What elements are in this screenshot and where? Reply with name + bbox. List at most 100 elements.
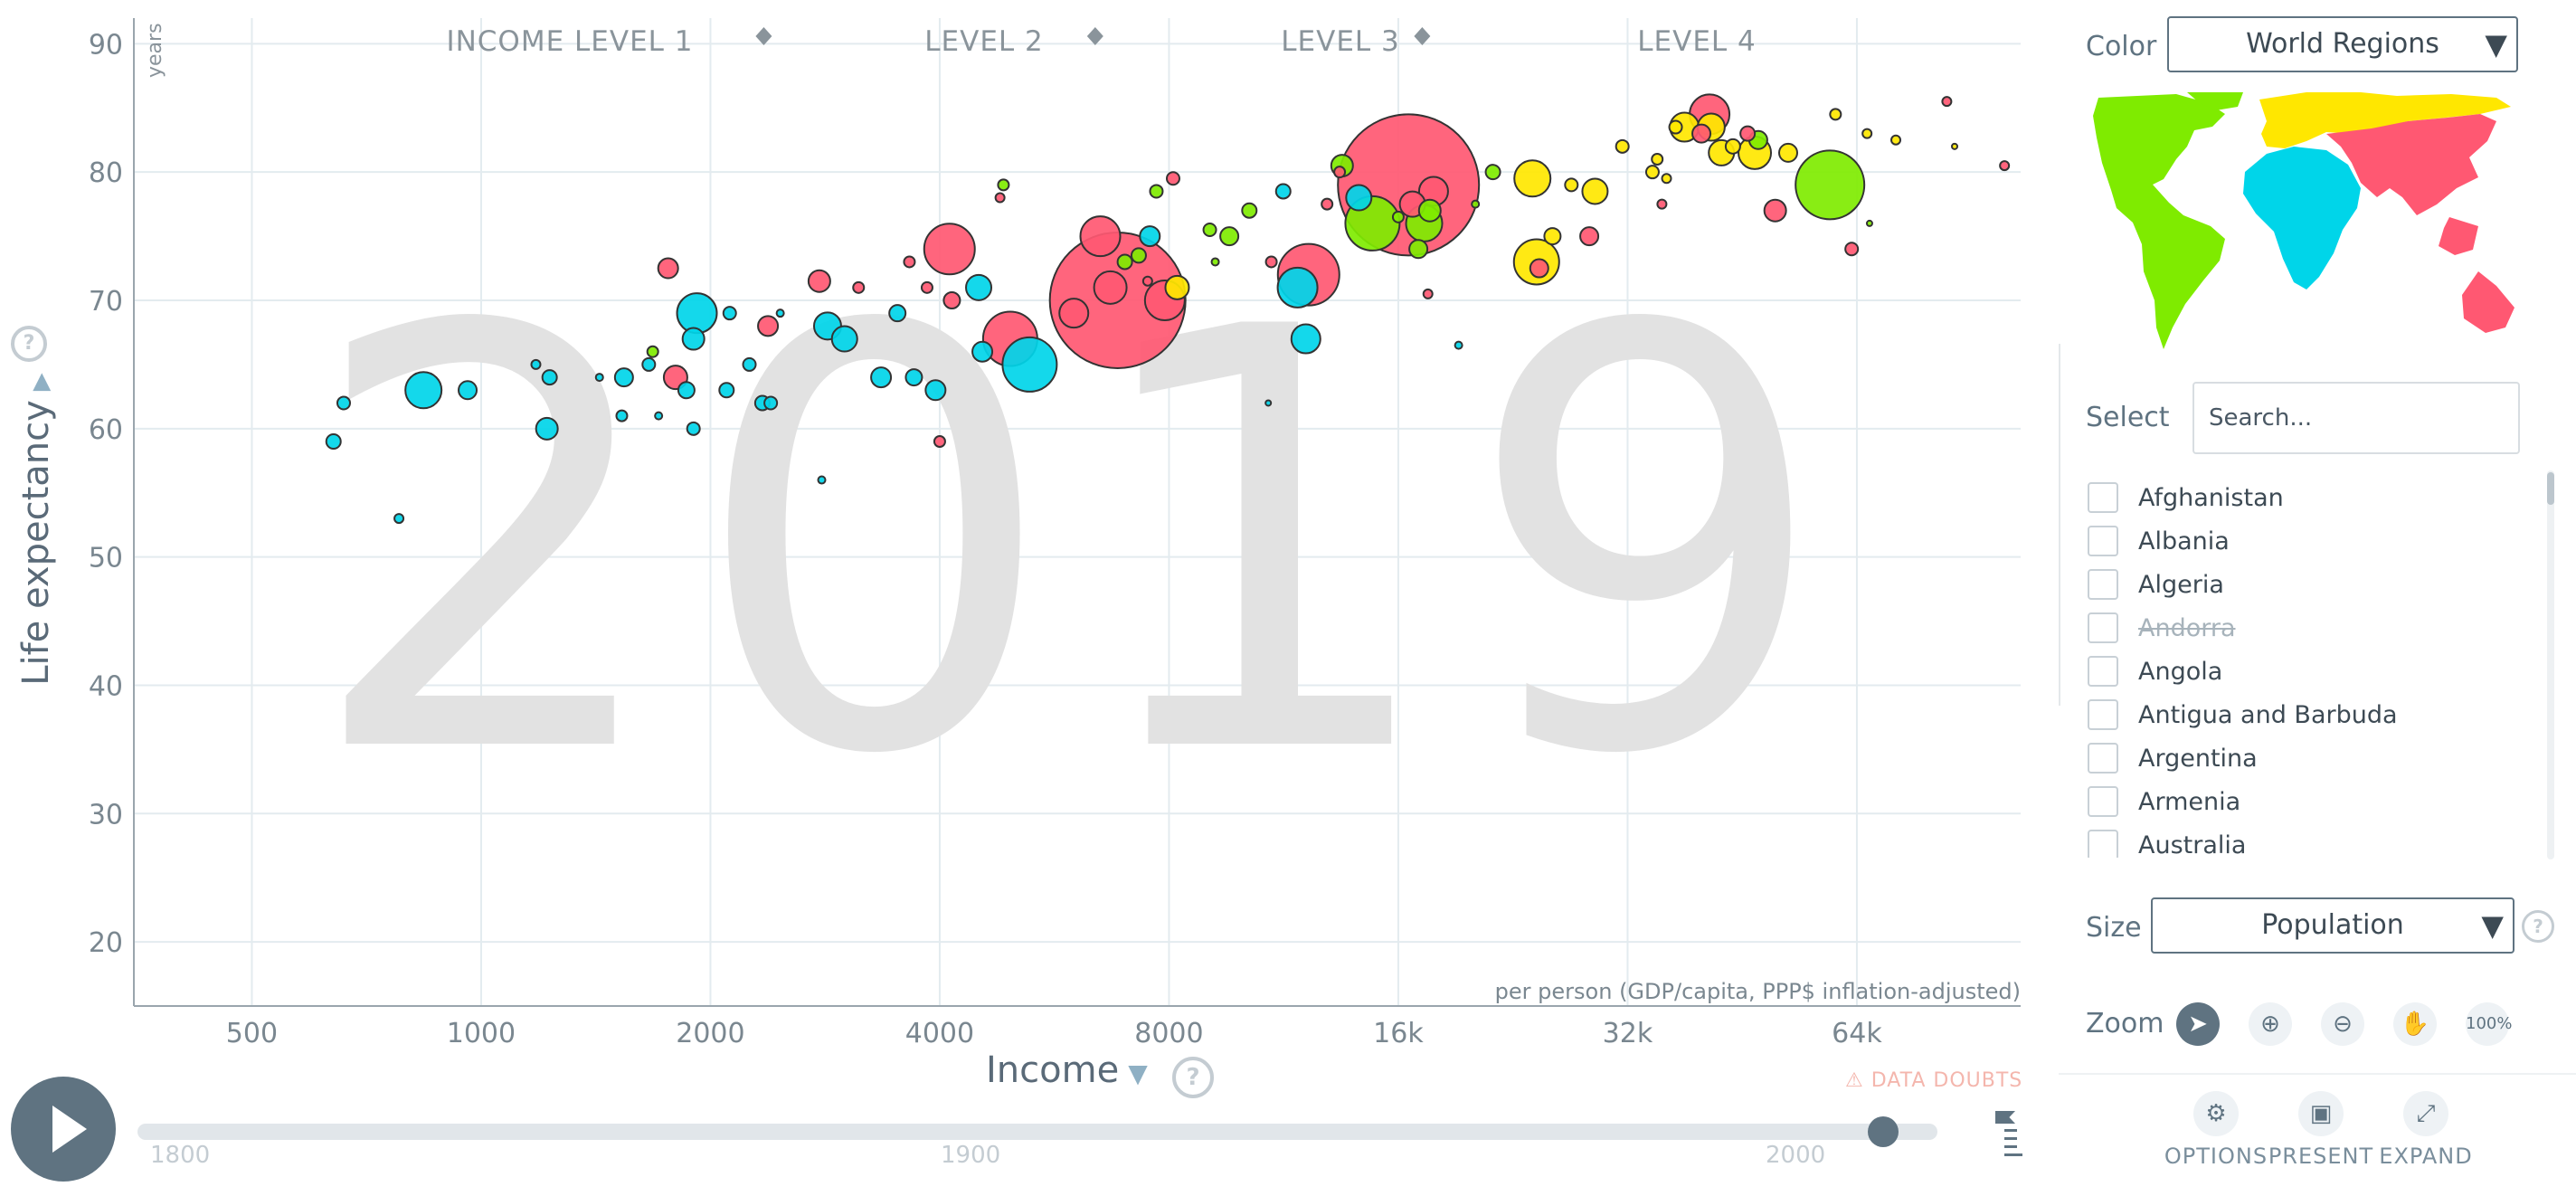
bubble-africa xyxy=(830,325,858,353)
bubble-americas xyxy=(1391,210,1405,223)
y-tick-label: 70 xyxy=(89,286,123,318)
x-tick-label: 8000 xyxy=(1134,1018,1203,1049)
zoom-in-button[interactable]: ⊕ xyxy=(2249,1002,2292,1046)
size-help-icon[interactable]: ? xyxy=(2522,910,2554,943)
country-name[interactable]: Albania xyxy=(2138,527,2230,555)
zoom-out-icon: ⊖ xyxy=(2333,1011,2353,1038)
bubble-americas xyxy=(1417,198,1442,223)
country-name[interactable]: Australia xyxy=(2138,831,2247,859)
timeline-slider-track[interactable] xyxy=(137,1124,1937,1140)
list-item[interactable]: Antigua and Barbuda xyxy=(2088,693,2513,736)
country-name[interactable]: Algeria xyxy=(2138,570,2224,599)
country-name[interactable]: Armenia xyxy=(2138,787,2241,816)
list-item[interactable]: Algeria xyxy=(2088,563,2513,606)
bubble-asia xyxy=(933,435,946,448)
bubble-africa xyxy=(1274,183,1292,200)
y-axis-title-text[interactable]: Life expectancy xyxy=(15,400,57,686)
timeline-slider-handle[interactable] xyxy=(1868,1116,1899,1147)
y-axis-help-icon[interactable]: ? xyxy=(11,326,47,362)
bubble-asia xyxy=(1941,96,1953,108)
select-arrow-button[interactable]: ➤ xyxy=(2176,1002,2220,1046)
country-checkbox[interactable] xyxy=(2088,743,2118,774)
cursor-icon: ➤ xyxy=(2188,1011,2208,1038)
x-axis-title[interactable]: Income ▼ xyxy=(986,1049,1148,1091)
bubble-europe xyxy=(1724,138,1741,155)
bubble-asia xyxy=(923,223,976,276)
x-tick-label: 2000 xyxy=(676,1018,744,1049)
trails-toggle-icon[interactable] xyxy=(1995,1111,2022,1171)
options-label[interactable]: OPTIONS xyxy=(2164,1144,2268,1169)
list-item[interactable]: Albania xyxy=(2088,519,2513,563)
country-search-input[interactable] xyxy=(2192,382,2520,454)
color-select[interactable]: World Regions ▼ xyxy=(2167,16,2518,72)
country-name[interactable]: Afghanistan xyxy=(2138,483,2284,512)
country-list-scroll-thumb[interactable] xyxy=(2547,472,2554,505)
present-label[interactable]: PRESENT xyxy=(2268,1144,2374,1169)
chevron-down-icon[interactable]: ▼ xyxy=(2485,27,2507,62)
bubble-africa xyxy=(686,421,701,436)
pan-button[interactable]: ✋ xyxy=(2393,1002,2437,1046)
country-checkbox[interactable] xyxy=(2088,482,2118,513)
list-item[interactable]: Andorra xyxy=(2088,606,2513,650)
country-checkbox[interactable] xyxy=(2088,612,2118,643)
zoom-100-button[interactable]: 100% xyxy=(2466,1002,2513,1046)
y-tick-label: 90 xyxy=(89,29,123,61)
x-axis-dropdown-icon[interactable]: ▼ xyxy=(1128,1058,1148,1088)
bubble-africa xyxy=(965,273,993,301)
bubble-africa xyxy=(677,381,696,400)
zoom-100-label[interactable]: 100% xyxy=(2466,1014,2513,1033)
bubble-asia xyxy=(1165,171,1180,186)
list-item[interactable]: Argentina xyxy=(2088,736,2513,780)
present-button[interactable]: ▣ PRESENT xyxy=(2267,1091,2375,1169)
country-checkbox[interactable] xyxy=(2088,830,2118,858)
hand-icon: ✋ xyxy=(2400,1011,2430,1038)
country-checkbox[interactable] xyxy=(2088,656,2118,687)
data-doubts-label[interactable]: DATA DOUBTS xyxy=(1870,1069,2023,1092)
bubble-europe xyxy=(1661,173,1672,185)
size-select-value[interactable]: Population xyxy=(2261,909,2404,941)
country-checkbox[interactable] xyxy=(2088,526,2118,556)
bubble-asia xyxy=(920,280,933,294)
country-checkbox[interactable] xyxy=(2088,569,2118,600)
map-europe xyxy=(2259,92,2511,148)
bubble-africa xyxy=(336,395,351,411)
list-item[interactable]: Armenia xyxy=(2088,780,2513,823)
size-select[interactable]: Population ▼ xyxy=(2151,897,2514,954)
expand-label[interactable]: EXPAND xyxy=(2379,1144,2473,1169)
color-label: Color xyxy=(2086,31,2157,62)
y-axis-title[interactable]: Life expectancy ▶ xyxy=(14,348,59,710)
bubble-africa xyxy=(817,475,827,485)
list-item[interactable]: Australia xyxy=(2088,823,2513,858)
y-axis-dropdown-icon[interactable]: ▶ xyxy=(27,373,54,392)
country-list-scrollbar[interactable] xyxy=(2547,470,2554,859)
data-doubts-link[interactable]: ⚠ DATA DOUBTS xyxy=(1845,1069,2022,1092)
country-checkbox[interactable] xyxy=(2088,786,2118,817)
bubble-europe xyxy=(1651,153,1664,166)
bubble-africa xyxy=(404,371,443,410)
bubble-asia xyxy=(657,257,679,280)
world-regions-map[interactable] xyxy=(2089,90,2514,353)
x-axis-title-text[interactable]: Income xyxy=(986,1049,1120,1091)
presentation-icon: ▣ xyxy=(2298,1091,2344,1136)
options-button[interactable]: ⚙ OPTIONS xyxy=(2162,1091,2270,1169)
country-name[interactable]: Antigua and Barbuda xyxy=(2138,700,2398,729)
country-name[interactable]: Argentina xyxy=(2138,744,2258,773)
bubble-africa xyxy=(530,358,542,370)
bubble-africa xyxy=(458,380,478,401)
zoom-out-button[interactable]: ⊖ xyxy=(2321,1002,2364,1046)
bubble-americas xyxy=(997,178,1010,192)
country-checkbox[interactable] xyxy=(2088,699,2118,730)
list-item[interactable]: Afghanistan xyxy=(2088,476,2513,519)
chevron-down-icon[interactable]: ▼ xyxy=(2481,908,2504,943)
x-axis-help-icon[interactable]: ? xyxy=(1172,1057,1214,1098)
bubble-africa xyxy=(722,306,737,321)
income-level-diamond xyxy=(1086,27,1103,45)
play-button[interactable] xyxy=(11,1077,116,1182)
country-name[interactable]: Angola xyxy=(2138,657,2223,686)
country-name[interactable]: Andorra xyxy=(2138,613,2236,642)
color-select-value[interactable]: World Regions xyxy=(2246,28,2439,60)
bubble-africa xyxy=(654,411,664,421)
expand-button[interactable]: ⤢ EXPAND xyxy=(2372,1091,2480,1169)
bubble-europe xyxy=(1890,134,1902,146)
list-item[interactable]: Angola xyxy=(2088,650,2513,693)
